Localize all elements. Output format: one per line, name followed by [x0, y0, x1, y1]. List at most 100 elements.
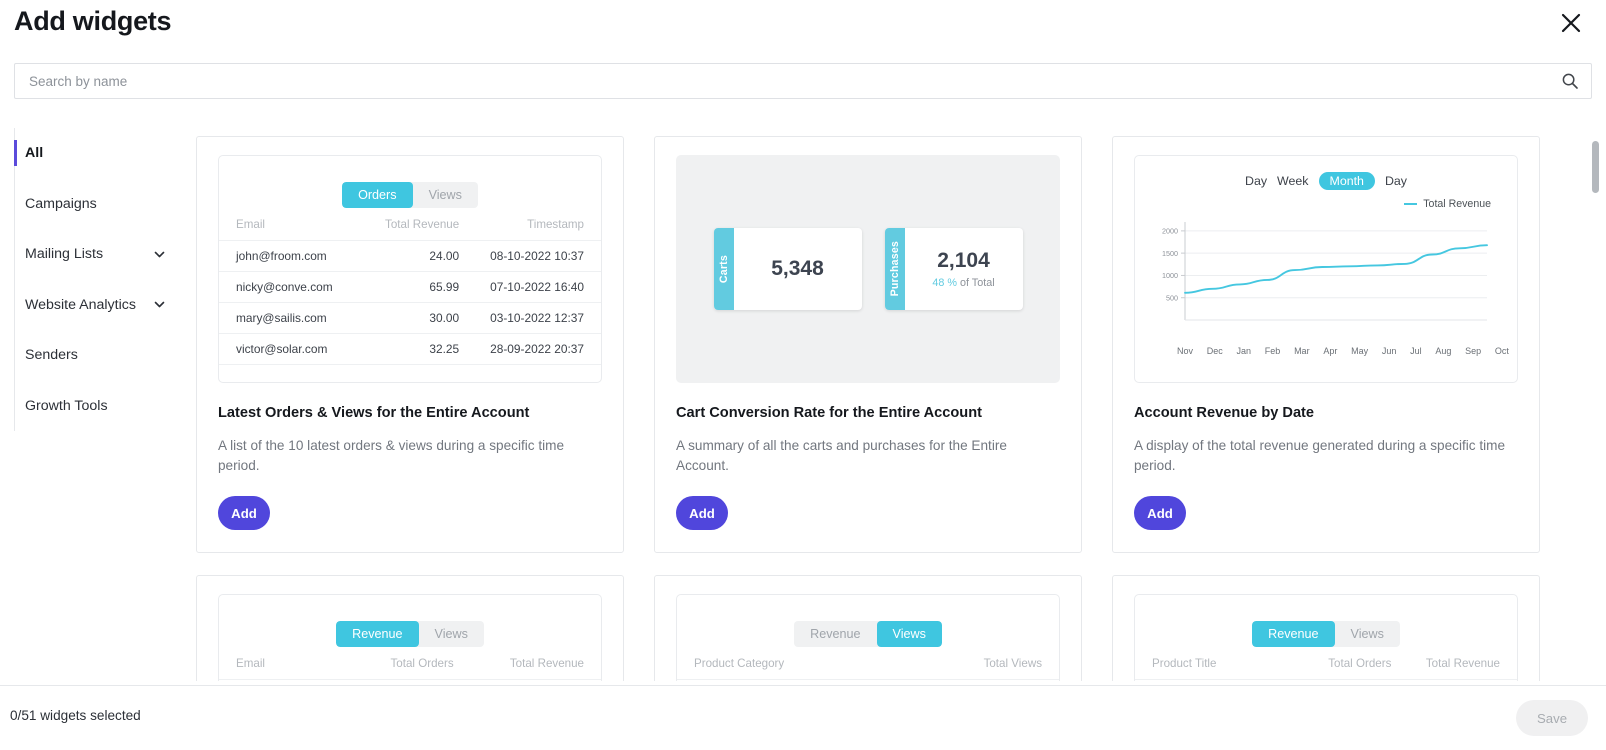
- cell-email: victor@solar.com: [219, 333, 365, 365]
- preview-tab-views[interactable]: Views: [876, 621, 942, 647]
- search-box[interactable]: [14, 63, 1592, 99]
- table-header-row: Email Total Revenue Timestamp: [219, 218, 601, 241]
- preview-tab-views[interactable]: Views: [1350, 627, 1384, 641]
- save-button[interactable]: Save: [1516, 700, 1588, 736]
- widget-card-grid: Orders Views Email Total Revenue Timesta…: [196, 136, 1541, 681]
- table-row: Shirts 1,500: [677, 679, 1059, 681]
- cell-email: nicky@conve.com: [219, 271, 365, 303]
- svg-text:2000: 2000: [1162, 227, 1178, 236]
- chevron-down-icon[interactable]: [153, 248, 166, 261]
- column-header: Total Revenue: [1425, 657, 1500, 670]
- sidebar-item-growth-tools[interactable]: Growth Tools: [15, 381, 190, 432]
- table-header-row: Product Category Total Views: [677, 657, 1059, 680]
- widget-card: Revenue Views Product Category Total Vie…: [654, 575, 1082, 681]
- widget-card: Orders Views Email Total Revenue Timesta…: [196, 136, 624, 553]
- widget-card-row: Revenue Views Email Total Orders Total R…: [196, 575, 1541, 681]
- conversion-box-label: Purchases: [888, 241, 901, 297]
- add-widget-button[interactable]: Add: [218, 496, 270, 530]
- modal-footer: 0/51 widgets selected Save: [0, 685, 1606, 750]
- preview-tab-revenue[interactable]: Revenue: [336, 621, 419, 647]
- sidebar-item-senders[interactable]: Senders: [15, 330, 190, 381]
- sidebar-item-label: Website Analytics: [25, 296, 136, 313]
- cell-email: john@froom.com: [219, 679, 377, 681]
- conversion-boxes: Carts 5,348 Purchases: [677, 156, 1059, 382]
- table-row: nicky@conve.com 65.99 07-10-2022 16:40: [219, 271, 601, 303]
- svg-text:1000: 1000: [1162, 271, 1178, 280]
- conversion-box-value: 2,104: [937, 249, 990, 272]
- widget-card: Carts 5,348 Purchases: [654, 136, 1082, 553]
- preview-tab-views[interactable]: Views: [434, 627, 468, 641]
- chart-legend: Total Revenue: [1135, 198, 1517, 210]
- conversion-pct: 48 %: [932, 277, 957, 289]
- cell-timestamp: 03-10-2022 12:37: [459, 302, 601, 334]
- cell-email: john@froom.com: [219, 240, 365, 272]
- svg-text:500: 500: [1166, 293, 1178, 302]
- preview-table: Email Total Orders Total Revenue john@fr…: [219, 657, 601, 681]
- widget-card-title: Latest Orders & Views for the Entire Acc…: [218, 405, 530, 421]
- column-header: Total Revenue: [509, 657, 584, 670]
- widget-card: Revenue Views Email Total Orders Total R…: [196, 575, 624, 681]
- cell-revenue: 583.20: [468, 679, 601, 681]
- sidebar-item-label: Mailing Lists: [25, 246, 104, 263]
- category-sidebar: All Campaigns Mailing Lists Website Anal…: [14, 128, 190, 431]
- widget-card-row: Orders Views Email Total Revenue Timesta…: [196, 136, 1541, 553]
- revenue-line-chart: 500 1000 1500 2000: [1162, 222, 1488, 321]
- cell-views: 1,500: [901, 679, 1059, 681]
- chart-tab-week[interactable]: Week: [1277, 174, 1309, 188]
- x-axis-tick-label: Nov: [1177, 346, 1194, 356]
- chart-tab-month[interactable]: Month: [1318, 172, 1375, 190]
- chart-tab-day[interactable]: Day: [1245, 174, 1268, 188]
- cell-revenue: 26,004.52: [1400, 679, 1517, 681]
- widget-preview-table: Revenue Views Product Title Total Orders…: [1134, 594, 1518, 681]
- cell-product-title: Women's running shoes: [1135, 679, 1320, 681]
- scrollbar-track[interactable]: [1592, 141, 1599, 671]
- cell-revenue: 30.00: [364, 302, 460, 334]
- x-axis-tick-label: Aug: [1435, 346, 1452, 356]
- search-bar: [14, 63, 1592, 99]
- cell-timestamp: 28-09-2022 20:37: [459, 333, 601, 365]
- conversion-bar: Purchases: [884, 228, 905, 310]
- widget-card: Revenue Views Product Title Total Orders…: [1112, 575, 1540, 681]
- preview-tab-views[interactable]: Views: [428, 188, 462, 202]
- chevron-down-icon[interactable]: [153, 298, 166, 311]
- cell-timestamp: 07-10-2022 16:40: [459, 271, 601, 303]
- cell-timestamp: 08-10-2022 10:37: [459, 240, 601, 272]
- sidebar-item-label: Senders: [25, 347, 78, 364]
- legend-line-icon: [1404, 203, 1418, 205]
- close-icon[interactable]: [1556, 8, 1586, 38]
- widget-card: Day Week Month Day Total Revenue 500 1000…: [1112, 136, 1540, 553]
- sidebar-item-campaigns[interactable]: Campaigns: [15, 179, 190, 230]
- chart-tab-day-2[interactable]: Day: [1384, 174, 1407, 188]
- x-axis-tick-label: Jun: [1381, 346, 1397, 356]
- preview-table: Email Total Revenue Timestamp john@froom…: [219, 218, 601, 365]
- sidebar-item-all[interactable]: All: [14, 128, 190, 179]
- preview-tabs: Revenue Views: [677, 595, 1059, 647]
- widget-card-title: Cart Conversion Rate for the Entire Acco…: [676, 405, 982, 421]
- preview-tab-orders[interactable]: Orders: [342, 182, 413, 208]
- page-title: Add widgets: [14, 6, 172, 36]
- column-header: Total Orders: [1328, 657, 1392, 670]
- preview-tab-revenue[interactable]: Revenue: [1252, 621, 1335, 647]
- sidebar-item-label: Growth Tools: [25, 397, 108, 414]
- sidebar-item-mailing-lists[interactable]: Mailing Lists: [15, 229, 190, 280]
- cell-category: Shirts: [677, 679, 902, 681]
- column-header: Total Revenue: [385, 218, 460, 231]
- table-row: john@froom.com 24 583.20: [219, 679, 601, 681]
- table-header-row: Product Title Total Orders Total Revenue: [1135, 657, 1517, 680]
- add-widget-button[interactable]: Add: [1134, 496, 1186, 530]
- scrollbar-thumb[interactable]: [1592, 141, 1599, 193]
- x-axis-tick-label: Dec: [1206, 346, 1223, 356]
- search-icon[interactable]: [1561, 72, 1579, 90]
- chart-range-tabs: Day Week Month Day: [1135, 156, 1517, 190]
- add-widget-button[interactable]: Add: [676, 496, 728, 530]
- cell-revenue: 24.00: [364, 240, 460, 272]
- cell-orders: 24: [376, 679, 469, 681]
- legend-label: Total Revenue: [1423, 198, 1491, 210]
- widget-preview-chart: Day Week Month Day Total Revenue 500 1000…: [1134, 155, 1518, 383]
- search-input[interactable]: [29, 64, 1509, 98]
- preview-tab-revenue[interactable]: Revenue: [810, 627, 861, 641]
- sidebar-item-website-analytics[interactable]: Website Analytics: [15, 280, 190, 331]
- conversion-box-carts: Carts 5,348: [713, 228, 862, 310]
- table-row: john@froom.com 24.00 08-10-2022 10:37: [219, 240, 601, 272]
